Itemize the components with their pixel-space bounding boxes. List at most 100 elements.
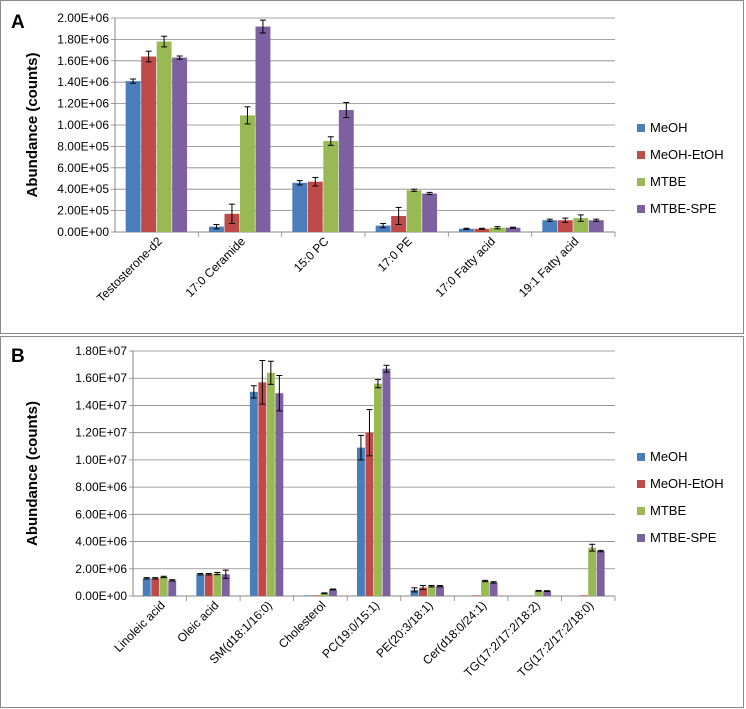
bar (588, 547, 597, 596)
bar (292, 182, 308, 232)
bar (311, 595, 320, 596)
y-tick-label: 1.80E+06 (57, 32, 109, 46)
x-tick-label: 17:0 Fatty acid (433, 234, 499, 300)
y-tick-label: 1.40E+06 (57, 75, 109, 89)
bar (543, 591, 552, 596)
bar (472, 595, 481, 596)
bar (374, 383, 382, 596)
bar (422, 193, 438, 232)
y-tick-label: 2.00E+06 (75, 562, 127, 576)
y-tick-label: 6.00E+06 (75, 507, 127, 521)
bar (266, 372, 275, 596)
legend-swatch (637, 178, 645, 186)
panel-a: A Abundance (counts) 0.00E+00 2.00E+05 4.00E… (0, 0, 744, 334)
bar (151, 578, 160, 596)
bar (474, 228, 490, 232)
bar (490, 227, 505, 232)
bar (410, 589, 419, 596)
legend-swatch (637, 205, 645, 213)
panel-b: B Abundance (counts) 0.00E+00 2.00E+06 4.00E… (0, 336, 744, 708)
legend-label: MTBE-SPE (650, 530, 717, 545)
bar (221, 574, 230, 596)
x-tick-label: 17:0 Ceramide (183, 234, 249, 300)
y-tick-label: 8.00E+05 (57, 139, 109, 153)
panel-label: A (11, 12, 25, 33)
y-tick-label: 6.00E+05 (57, 161, 109, 175)
bar (557, 220, 573, 232)
bar (196, 574, 205, 596)
panel-label: B (11, 346, 25, 367)
bar (142, 578, 151, 596)
x-tick-label: 15:0 PC (291, 234, 332, 275)
x-tick-label: 17:0 PE (375, 234, 415, 274)
y-tick-label: 0.00E+00 (57, 225, 109, 239)
bar (489, 582, 498, 596)
bar (436, 586, 444, 596)
legend-label: MeOH-EtOH (650, 147, 724, 162)
bar (172, 57, 188, 233)
bar (275, 393, 284, 596)
bar (382, 368, 391, 596)
bar (168, 580, 177, 596)
bar (505, 227, 521, 232)
x-tick-label: Linoleic acid (111, 598, 168, 655)
bar (125, 81, 141, 232)
y-tick-label: 4.00E+05 (57, 182, 109, 196)
y-tick-label: 4.00E+06 (75, 535, 127, 549)
y-tick-label: 1.20E+06 (57, 97, 109, 111)
legend-label: MTBE (650, 503, 686, 518)
bar (249, 391, 258, 596)
legend-swatch (637, 480, 645, 488)
bar (338, 110, 354, 232)
bar (307, 181, 323, 232)
legend-swatch (637, 151, 645, 159)
bar (406, 190, 422, 232)
chart-a-svg: A Abundance (counts) 0.00E+00 2.00E+05 4.00E… (11, 11, 724, 305)
bar (209, 226, 224, 232)
legend-label: MTBE (650, 174, 686, 189)
y-tick-label: 1.00E+07 (75, 453, 127, 467)
bar (141, 56, 157, 232)
bar (320, 593, 329, 596)
y-tick-label: 1.40E+07 (75, 398, 127, 412)
bar (213, 573, 222, 596)
y-tick-label: 1.80E+07 (75, 344, 127, 358)
bar (419, 587, 427, 596)
bar (375, 225, 391, 232)
bar (159, 576, 168, 596)
bar (258, 382, 267, 596)
bar (156, 41, 172, 232)
legend-swatch (637, 534, 645, 542)
bar (573, 218, 589, 232)
y-tick-label: 1.60E+06 (57, 54, 109, 68)
bar (303, 595, 312, 596)
x-tick-label: Testosterone-d2 (94, 234, 165, 305)
y-tick-label: 8.00E+06 (75, 480, 127, 494)
bar (255, 26, 271, 233)
y-tick-label: 1.60E+07 (75, 371, 127, 385)
bar (542, 220, 558, 232)
legend-swatch (637, 507, 645, 515)
bar (323, 141, 339, 232)
bar (328, 589, 337, 596)
bar (365, 432, 374, 596)
legend-swatch (637, 453, 645, 461)
x-tick-label: PC(19:0/15:1) (319, 598, 382, 661)
y-axis-title: Abundance (counts) (24, 52, 41, 197)
bar (240, 115, 255, 232)
bar (427, 586, 436, 596)
y-axis-title: Abundance (counts) (24, 401, 41, 546)
bar (596, 551, 605, 596)
bar (588, 220, 604, 232)
legend-label: MTBE-SPE (650, 201, 717, 216)
bar (459, 228, 474, 232)
bar (579, 595, 588, 596)
bar (534, 590, 543, 596)
legend-label: MeOH-EtOH (650, 476, 724, 491)
legend-swatch (637, 124, 645, 132)
x-tick-label: 19:1 Fatty acid (516, 234, 582, 300)
y-tick-label: 2.00E+05 (57, 204, 109, 218)
y-tick-label: 2.00E+06 (57, 11, 109, 25)
chart-b-svg: B Abundance (counts) 0.00E+00 2.00E+06 4.00E… (11, 344, 724, 680)
y-tick-label: 1.00E+06 (57, 118, 109, 132)
